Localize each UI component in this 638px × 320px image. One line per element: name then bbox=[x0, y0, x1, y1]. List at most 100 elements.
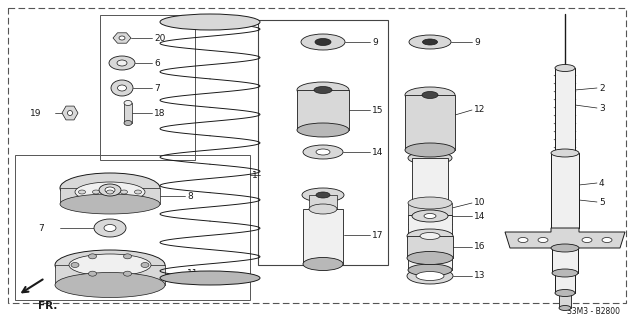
Text: 14: 14 bbox=[474, 212, 486, 220]
Ellipse shape bbox=[93, 190, 100, 194]
Text: 18: 18 bbox=[154, 108, 165, 117]
Text: 1: 1 bbox=[252, 171, 258, 180]
Ellipse shape bbox=[555, 65, 575, 71]
Polygon shape bbox=[113, 33, 131, 43]
Bar bbox=[555, 273, 575, 293]
Ellipse shape bbox=[104, 225, 116, 231]
Ellipse shape bbox=[303, 258, 343, 270]
Text: 10: 10 bbox=[474, 197, 486, 206]
Ellipse shape bbox=[160, 14, 260, 30]
Ellipse shape bbox=[60, 173, 160, 203]
Ellipse shape bbox=[416, 271, 444, 281]
Ellipse shape bbox=[141, 262, 149, 268]
Ellipse shape bbox=[538, 237, 548, 243]
Text: 9: 9 bbox=[474, 37, 480, 46]
Ellipse shape bbox=[94, 219, 126, 237]
Text: FR.: FR. bbox=[38, 301, 57, 311]
Bar bbox=[297, 90, 349, 130]
Ellipse shape bbox=[407, 252, 453, 265]
Ellipse shape bbox=[301, 34, 345, 50]
Ellipse shape bbox=[405, 143, 455, 157]
Ellipse shape bbox=[422, 39, 438, 45]
Ellipse shape bbox=[75, 182, 145, 202]
Polygon shape bbox=[505, 228, 625, 248]
Ellipse shape bbox=[316, 192, 330, 198]
Ellipse shape bbox=[89, 271, 96, 276]
Ellipse shape bbox=[60, 194, 160, 214]
Bar bbox=[15, 155, 250, 300]
Ellipse shape bbox=[559, 306, 571, 310]
Ellipse shape bbox=[160, 271, 260, 285]
Ellipse shape bbox=[107, 190, 114, 194]
Bar bbox=[309, 195, 337, 209]
Ellipse shape bbox=[602, 237, 612, 243]
Ellipse shape bbox=[316, 149, 330, 155]
Ellipse shape bbox=[78, 190, 85, 194]
Ellipse shape bbox=[408, 264, 452, 276]
Bar bbox=[55, 265, 165, 285]
Ellipse shape bbox=[582, 237, 592, 243]
Text: 6: 6 bbox=[154, 59, 160, 68]
Text: 7: 7 bbox=[38, 223, 44, 233]
Ellipse shape bbox=[119, 36, 125, 40]
Ellipse shape bbox=[309, 204, 337, 214]
Ellipse shape bbox=[303, 145, 343, 159]
Bar bbox=[412, 158, 448, 203]
Ellipse shape bbox=[405, 87, 455, 103]
Ellipse shape bbox=[105, 187, 115, 193]
Text: 13: 13 bbox=[474, 271, 486, 281]
Polygon shape bbox=[62, 106, 78, 120]
Ellipse shape bbox=[518, 237, 528, 243]
Ellipse shape bbox=[121, 190, 128, 194]
Text: 19: 19 bbox=[30, 108, 41, 117]
Ellipse shape bbox=[408, 151, 452, 164]
Text: 11: 11 bbox=[187, 268, 198, 277]
Bar bbox=[100, 15, 195, 160]
Ellipse shape bbox=[420, 233, 440, 239]
Ellipse shape bbox=[89, 254, 96, 259]
Ellipse shape bbox=[55, 250, 165, 280]
Bar bbox=[555, 68, 575, 153]
Text: 15: 15 bbox=[372, 106, 383, 115]
Ellipse shape bbox=[554, 149, 576, 156]
Ellipse shape bbox=[407, 229, 453, 243]
Ellipse shape bbox=[412, 210, 448, 222]
Ellipse shape bbox=[297, 82, 349, 98]
Text: 14: 14 bbox=[372, 148, 383, 156]
Ellipse shape bbox=[315, 38, 331, 45]
Ellipse shape bbox=[551, 244, 579, 252]
Bar bbox=[124, 103, 132, 123]
Ellipse shape bbox=[314, 86, 332, 93]
Bar bbox=[551, 153, 579, 228]
Text: 7: 7 bbox=[154, 84, 160, 92]
Bar bbox=[408, 215, 452, 270]
Bar bbox=[60, 188, 160, 204]
Ellipse shape bbox=[124, 254, 131, 259]
Text: 8: 8 bbox=[187, 191, 193, 201]
Ellipse shape bbox=[555, 290, 575, 297]
Ellipse shape bbox=[302, 188, 344, 202]
Ellipse shape bbox=[69, 254, 151, 276]
Text: 3: 3 bbox=[599, 103, 605, 113]
Text: 2: 2 bbox=[599, 84, 605, 92]
Ellipse shape bbox=[407, 268, 453, 284]
Bar bbox=[258, 20, 388, 265]
Ellipse shape bbox=[68, 110, 73, 116]
Text: 12: 12 bbox=[474, 105, 486, 114]
Ellipse shape bbox=[422, 92, 438, 99]
Text: S3M3 - B2800: S3M3 - B2800 bbox=[567, 308, 620, 316]
Bar bbox=[559, 293, 571, 308]
Bar bbox=[407, 236, 453, 258]
Bar bbox=[303, 209, 343, 264]
Ellipse shape bbox=[117, 60, 127, 66]
Ellipse shape bbox=[409, 35, 451, 49]
Text: 17: 17 bbox=[372, 230, 383, 239]
Ellipse shape bbox=[408, 197, 452, 209]
Text: 5: 5 bbox=[599, 197, 605, 206]
Ellipse shape bbox=[55, 273, 165, 298]
Text: 9: 9 bbox=[372, 37, 378, 46]
Ellipse shape bbox=[71, 262, 79, 268]
Ellipse shape bbox=[109, 56, 135, 70]
Ellipse shape bbox=[124, 121, 132, 125]
Ellipse shape bbox=[111, 80, 133, 96]
